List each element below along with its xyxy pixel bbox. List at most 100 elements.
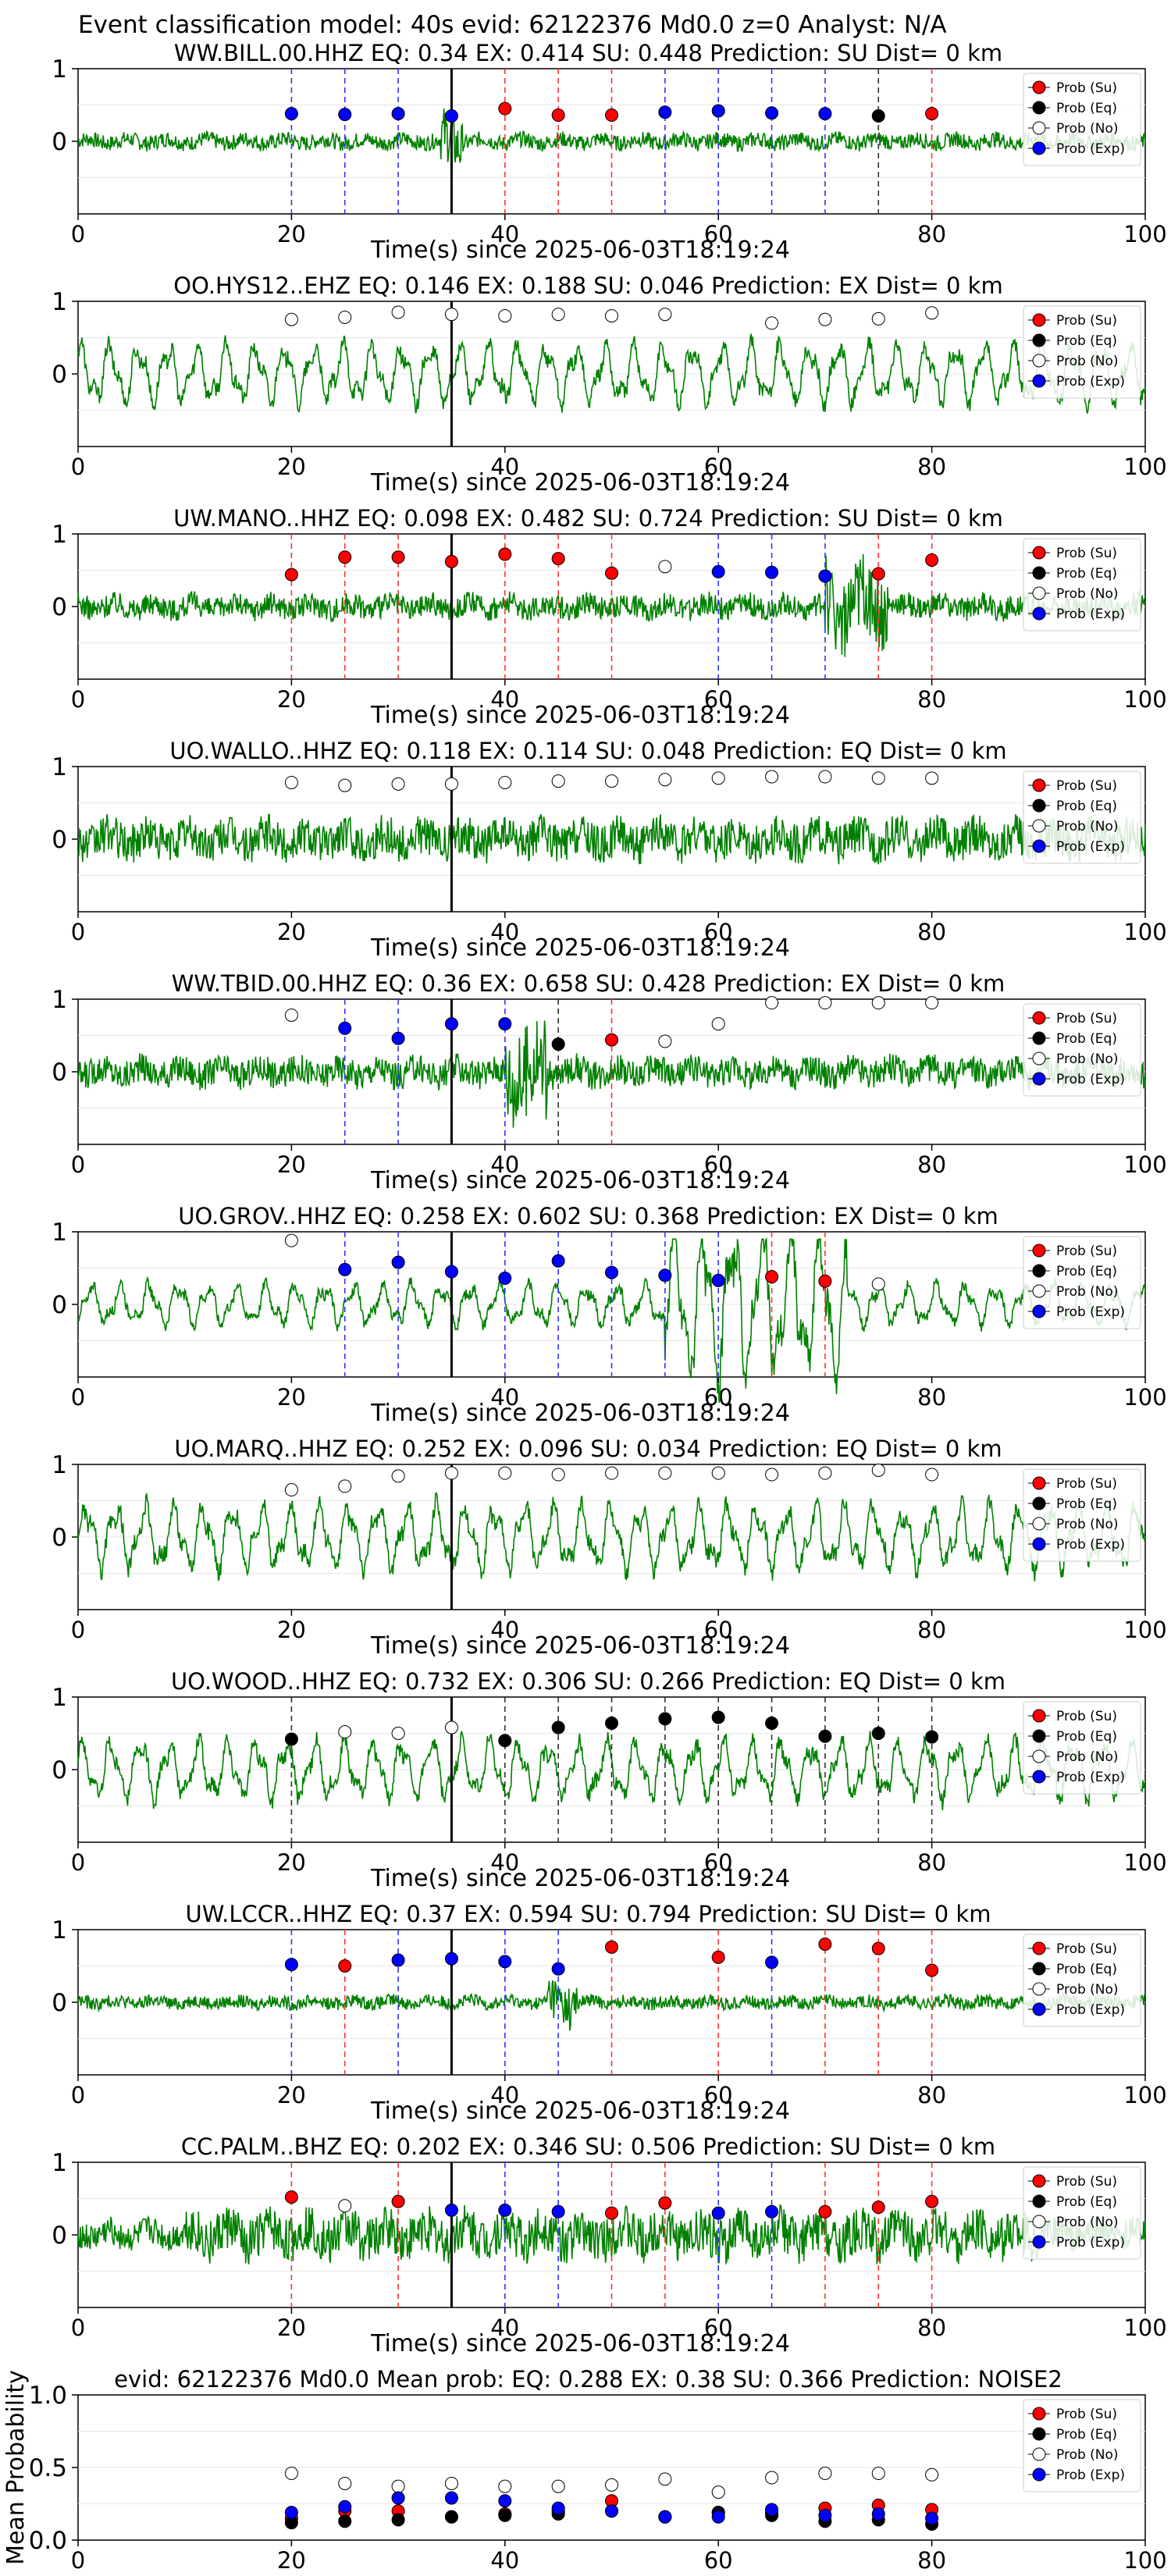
prob-point-eq [925, 1730, 939, 1744]
legend-marker-exp [1032, 2467, 1046, 2482]
x-tick-label: 60 [704, 1151, 733, 1178]
prob-point-no [818, 1466, 832, 1480]
x-tick-label: 0 [71, 1849, 85, 1876]
legend-label-eq: Prob (Eq) [1056, 1496, 1117, 1512]
prob-point-exp [765, 1955, 779, 1969]
prob-point-su [871, 567, 885, 581]
x-tick-label: 0 [71, 1617, 85, 1643]
y-tick-label: 1 [52, 1916, 67, 1944]
x-tick-label: 40 [490, 454, 519, 480]
prob-point-su [284, 2190, 298, 2204]
legend-marker-su [1032, 2174, 1046, 2188]
y-tick-label: 0 [52, 1059, 67, 1087]
prob-point-eq [871, 1727, 885, 1740]
panel-7: UO.MARQ..HHZ EQ: 0.252 EX: 0.096 SU: 0.0… [52, 1436, 1166, 1660]
legend-label-su: Prob (Su) [1056, 313, 1117, 329]
x-tick-label: 100 [1123, 1849, 1166, 1876]
prob-point-no [711, 1466, 725, 1480]
prob-point-exp [284, 1958, 298, 1972]
x-axis-label: Time(s) since 2025-06-03T18:19:24 [370, 1167, 790, 1194]
x-tick-label: 40 [490, 2314, 519, 2341]
legend-box [1023, 1934, 1141, 2027]
prob-point-su [605, 566, 618, 580]
mean-prob-point-exp [444, 2491, 458, 2505]
mean-prob-point-exp [284, 2506, 298, 2520]
waveform-trace [77, 813, 1146, 865]
y-tick-label: 0.0 [29, 2527, 67, 2555]
mean-prob-point-eq [444, 2510, 458, 2524]
legend-marker-exp [1032, 1072, 1046, 1086]
legend-box [1023, 1701, 1141, 1795]
mean-prob-point-exp [605, 2504, 618, 2518]
legend-label-no: Prob (No) [1056, 2447, 1119, 2463]
prob-point-exp [338, 1262, 352, 1276]
prob-point-no [284, 312, 298, 326]
y-tick-label: 1 [52, 986, 67, 1014]
panels: WW.BILL.00.HHZ EQ: 0.34 EX: 0.414 SU: 0.… [2, 40, 1167, 2574]
prob-point-eq [871, 109, 885, 123]
prob-point-exp [391, 1031, 405, 1045]
prob-point-su [871, 2201, 885, 2215]
prob-point-no [658, 308, 672, 322]
prob-point-no [871, 311, 885, 326]
x-axis-label: Time(s) since 2025-06-03T18:19:24 [370, 237, 790, 264]
prob-point-no [818, 996, 832, 1010]
prob-point-eq [711, 1710, 725, 1724]
prob-point-su [338, 550, 352, 564]
x-tick-label: 60 [704, 919, 733, 945]
prob-point-exp [498, 1017, 512, 1031]
legend-marker-exp [1032, 2235, 1046, 2249]
legend-label-eq: Prob (Eq) [1056, 1729, 1117, 1745]
y-tick-label: 1 [52, 753, 67, 781]
panel-2: OO.HYS12..EHZ EQ: 0.146 EX: 0.188 SU: 0.… [52, 272, 1166, 496]
mean-prob-point-exp [658, 2510, 672, 2524]
x-tick-label: 60 [704, 2547, 733, 2574]
legend-marker-no [1032, 1284, 1046, 1298]
prob-point-eq [765, 1716, 779, 1730]
prob-point-no [498, 309, 512, 323]
legend-box [1023, 2399, 1141, 2492]
legend-label-exp: Prob (Exp) [1056, 1537, 1125, 1553]
prob-point-eq [551, 1037, 565, 1051]
legend-marker-no [1032, 1517, 1046, 1531]
y-tick-label: 1 [52, 521, 67, 549]
legend-label-su: Prob (Su) [1056, 1476, 1117, 1492]
legend-marker-eq [1032, 2194, 1046, 2208]
legend-label-exp: Prob (Exp) [1056, 607, 1125, 622]
y-tick-label: 0 [52, 1291, 67, 1319]
legend-marker-exp [1032, 839, 1046, 853]
x-tick-label: 0 [71, 221, 85, 247]
prob-point-su [605, 1940, 618, 1954]
legend-label-exp: Prob (Exp) [1056, 374, 1125, 390]
x-tick-label: 60 [704, 221, 733, 247]
legend-marker-no [1032, 1051, 1046, 1066]
panel-1: WW.BILL.00.HHZ EQ: 0.34 EX: 0.414 SU: 0.… [52, 40, 1166, 264]
prob-point-su [338, 1959, 352, 1973]
y-tick-label: 0 [52, 1989, 67, 2017]
panel-title: UO.GROV..HHZ EQ: 0.258 EX: 0.602 SU: 0.3… [178, 1203, 998, 1229]
panel-title: OO.HYS12..EHZ EQ: 0.146 EX: 0.188 SU: 0.… [173, 272, 1002, 299]
x-tick-label: 60 [704, 454, 733, 480]
legend-label-su: Prob (Su) [1056, 1709, 1117, 1724]
prob-point-no [338, 310, 352, 324]
x-axis-label: Time(s) since 2025-06-03T18:19:24 [370, 934, 790, 962]
x-tick-label: 20 [277, 2314, 306, 2341]
x-tick-label: 20 [277, 221, 306, 247]
legend-label-exp: Prob (Exp) [1056, 1304, 1125, 1320]
prob-point-su [605, 1033, 618, 1047]
legend-marker-su [1032, 1941, 1046, 1955]
prob-point-eq [605, 1716, 618, 1730]
legend-label-no: Prob (No) [1056, 1749, 1119, 1765]
mean-prob-point-eq [498, 2508, 512, 2522]
mean-prob-point-no [605, 2478, 618, 2492]
legend-label-exp: Prob (Exp) [1056, 1770, 1125, 1785]
x-tick-label: 80 [917, 1617, 946, 1643]
legend-label-su: Prob (Su) [1056, 1011, 1117, 1026]
x-tick-label: 100 [1123, 2547, 1166, 2574]
prob-point-no [551, 1468, 565, 1482]
prob-point-no [338, 1725, 352, 1739]
panel-title: UW.LCCR..HHZ EQ: 0.37 EX: 0.594 SU: 0.79… [186, 1901, 991, 1927]
y-tick-label: 1 [52, 1451, 67, 1479]
y-tick-label: 0 [52, 361, 67, 389]
